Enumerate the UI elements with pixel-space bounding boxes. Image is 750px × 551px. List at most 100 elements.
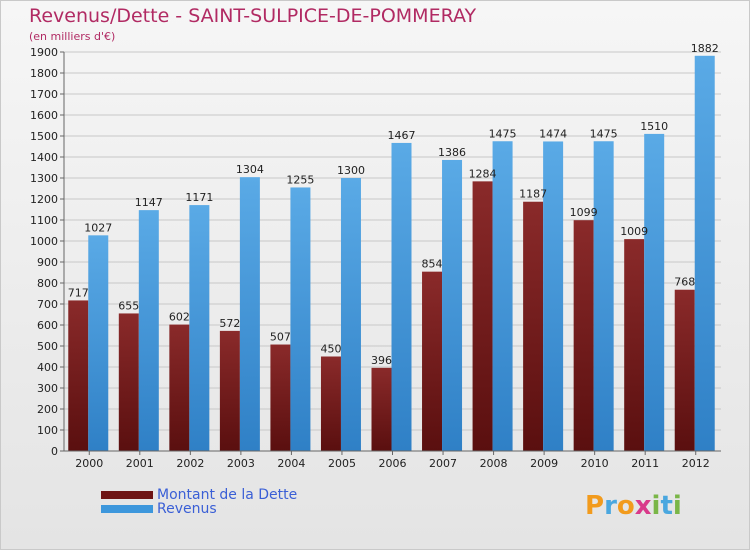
y-tick-label: 400 (37, 361, 58, 374)
y-tick-label: 1600 (30, 109, 58, 122)
x-tick-label: 2010 (581, 457, 609, 470)
bar-revenus (644, 133, 665, 451)
data-label-revenus: 1255 (286, 173, 314, 186)
legend-swatch-revenus (101, 505, 153, 513)
y-tick-label: 300 (37, 382, 58, 395)
bar-dette (219, 330, 240, 451)
data-label-revenus: 1027 (84, 221, 112, 234)
data-label-dette: 602 (169, 311, 190, 324)
y-tick-label: 1000 (30, 235, 58, 248)
data-label-revenus: 1467 (388, 129, 416, 142)
bar-revenus (340, 178, 361, 451)
bar-dette (624, 239, 645, 451)
bar-revenus (593, 141, 614, 451)
data-label-dette: 1099 (570, 206, 598, 219)
data-label-dette: 1009 (620, 225, 648, 238)
bar-revenus (694, 55, 715, 451)
y-tick-label: 1400 (30, 151, 58, 164)
legend-item-revenus: Revenus (101, 501, 297, 517)
data-label-revenus: 1300 (337, 164, 365, 177)
data-label-revenus: 1882 (691, 42, 719, 55)
logo-letter: i (651, 491, 661, 521)
x-tick-label: 2002 (176, 457, 204, 470)
data-label-dette: 572 (219, 317, 240, 330)
x-tick-label: 2001 (126, 457, 154, 470)
data-label-revenus: 1147 (135, 196, 163, 209)
bar-revenus (88, 235, 109, 451)
data-label-dette: 854 (422, 258, 443, 271)
legend-label-revenus: Revenus (157, 501, 217, 517)
bar-revenus (492, 141, 513, 451)
bar-dette (371, 367, 392, 451)
bar-dette (169, 324, 190, 451)
bar-revenus (290, 187, 311, 451)
bars (68, 55, 715, 452)
bar-dette (422, 271, 443, 451)
proxiti-logo: Proxiti (585, 491, 682, 521)
legend-item-debt: Montant de la Dette (101, 487, 298, 503)
data-label-dette: 1187 (519, 188, 547, 201)
data-labels: 717 1027 655 1147 602 1171 572 1304 507 1255 450 13… (68, 42, 719, 367)
data-label-revenus: 1510 (640, 120, 668, 133)
y-tick-label: 1300 (30, 172, 58, 185)
x-tick-label: 2008 (480, 457, 508, 470)
axes: 0 100 200 300 400 500 600 700 800 900 1000 1100 1200… (30, 46, 721, 470)
data-label-dette: 1284 (469, 167, 497, 180)
y-tick-label: 200 (37, 403, 58, 416)
y-tick-label: 700 (37, 298, 58, 311)
x-tick-label: 2000 (75, 457, 103, 470)
x-tick-label: 2003 (227, 457, 255, 470)
bar-dette (320, 356, 341, 451)
data-label-dette: 396 (371, 354, 392, 367)
y-tick-label: 1100 (30, 214, 58, 227)
bar-dette (118, 313, 139, 451)
data-label-revenus: 1386 (438, 146, 466, 159)
y-tick-label: 600 (37, 319, 58, 332)
logo-letter: r (604, 491, 617, 521)
y-tick-label: 500 (37, 340, 58, 353)
bar-revenus (543, 141, 564, 451)
bar-revenus (138, 210, 159, 451)
data-label-revenus: 1304 (236, 163, 264, 176)
data-label-dette: 450 (320, 343, 341, 356)
y-tick-label: 1200 (30, 193, 58, 206)
x-tick-label: 2006 (379, 457, 407, 470)
logo-letter: x (634, 491, 652, 521)
y-tick-label: 800 (37, 277, 58, 290)
data-label-revenus: 1171 (185, 191, 213, 204)
x-tick-label: 2004 (277, 457, 305, 470)
bar-dette (674, 289, 695, 451)
y-tick-label: 1700 (30, 88, 58, 101)
bar-revenus (391, 142, 412, 451)
logo-letter: P (585, 491, 605, 521)
chart-subtitle: (en milliers d'€) (29, 30, 116, 43)
legend-label-debt: Montant de la Dette (157, 487, 298, 503)
bar-dette (270, 344, 291, 451)
logo-letter: t (660, 491, 673, 521)
logo-letter: o (616, 491, 635, 521)
y-tick-label: 1800 (30, 67, 58, 80)
y-tick-label: 1900 (30, 46, 58, 59)
chart-title: Revenus/Dette - SAINT-SULPICE-DE-POMMERA… (29, 5, 477, 27)
logo-letter: i (672, 491, 682, 521)
y-tick-label: 900 (37, 256, 58, 269)
bar-revenus (442, 159, 463, 451)
data-label-revenus: 1475 (489, 127, 517, 140)
y-tick-label: 100 (37, 424, 58, 437)
bar-dette (68, 300, 89, 451)
data-label-dette: 507 (270, 331, 291, 344)
y-tick-label: 1500 (30, 130, 58, 143)
data-label-dette: 655 (118, 299, 139, 312)
x-tick-label: 2007 (429, 457, 457, 470)
bar-revenus (189, 205, 210, 451)
bar-revenus (239, 177, 260, 451)
x-tick-label: 2011 (631, 457, 659, 470)
bar-dette (472, 181, 493, 452)
data-label-revenus: 1475 (590, 127, 618, 140)
bar-dette (523, 201, 544, 451)
x-tick-label: 2009 (530, 457, 558, 470)
bar-dette (573, 220, 594, 451)
data-label-dette: 717 (68, 286, 89, 299)
x-tick-label: 2012 (682, 457, 710, 470)
